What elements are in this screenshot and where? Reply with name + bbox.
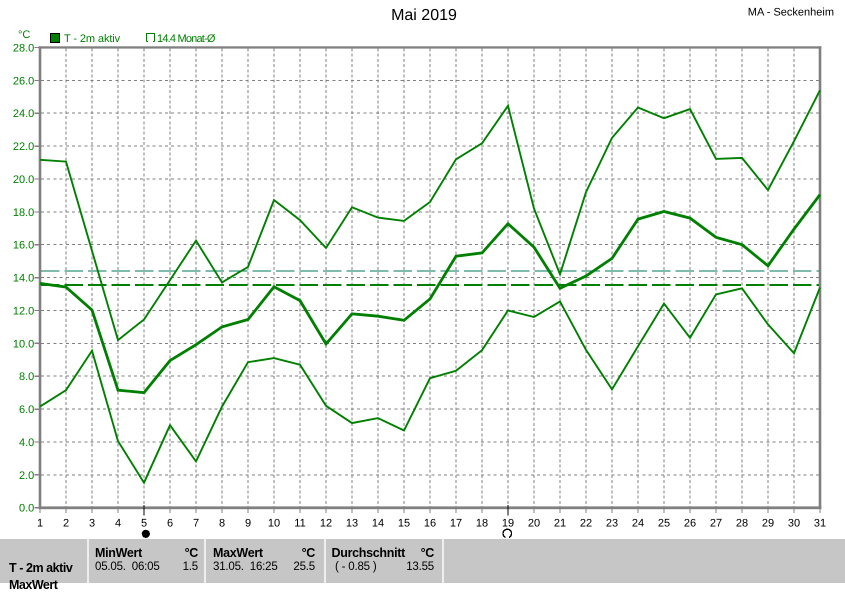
svg-text:20: 20 [528,518,540,530]
svg-text:21: 21 [554,518,566,530]
svg-text:25: 25 [658,518,670,530]
svg-text:6.0: 6.0 [19,404,34,416]
svg-text:2.0: 2.0 [19,470,34,482]
svg-text:14.4 Monat-Ø: 14.4 Monat-Ø [157,33,216,45]
svg-text:29: 29 [762,518,774,530]
svg-text:12: 12 [320,518,332,530]
svg-text:18: 18 [476,518,488,530]
svg-text:4.0: 4.0 [19,437,34,449]
svg-text:30: 30 [788,518,800,530]
svg-text:12.0: 12.0 [13,306,34,318]
svg-text:31: 31 [814,518,826,530]
svg-text:4: 4 [115,518,121,530]
svg-text:26.0: 26.0 [13,75,34,87]
svg-text:13: 13 [346,518,358,530]
svg-text:14.0: 14.0 [13,273,34,285]
svg-text:16: 16 [424,518,436,530]
svg-text:18.0: 18.0 [13,207,34,219]
svg-text:14: 14 [372,518,384,530]
svg-text:°C: °C [18,29,30,41]
svg-text:0.0: 0.0 [19,503,34,515]
svg-text:22.0: 22.0 [13,141,34,153]
svg-text:27: 27 [710,518,722,530]
svg-text:20.0: 20.0 [13,174,34,186]
svg-text:2: 2 [63,518,69,530]
svg-text:15: 15 [398,518,410,530]
svg-text:24: 24 [632,518,644,530]
svg-text:10.0: 10.0 [13,338,34,350]
svg-text:26: 26 [684,518,696,530]
svg-text:1: 1 [37,518,43,530]
svg-text:Mai 2019: Mai 2019 [391,7,457,24]
svg-text:MA - Seckenheim: MA - Seckenheim [748,7,834,19]
svg-text:9: 9 [245,518,251,530]
svg-text:3: 3 [89,518,95,530]
svg-text:16.0: 16.0 [13,240,34,252]
svg-text:10: 10 [268,518,280,530]
svg-text:23: 23 [606,518,618,530]
svg-text:8.0: 8.0 [19,371,34,383]
svg-text:5: 5 [141,518,147,530]
svg-text:6: 6 [167,518,173,530]
svg-text:19: 19 [502,518,514,530]
svg-text:11: 11 [294,518,305,530]
svg-text:T - 2m aktiv: T - 2m aktiv [64,33,121,45]
svg-text:22: 22 [580,518,592,530]
svg-text:28: 28 [736,518,748,530]
svg-text:28.0: 28.0 [13,43,34,55]
svg-text:17: 17 [450,518,462,530]
svg-text:24.0: 24.0 [13,108,34,120]
svg-text:8: 8 [219,518,225,530]
svg-text:7: 7 [193,518,199,530]
